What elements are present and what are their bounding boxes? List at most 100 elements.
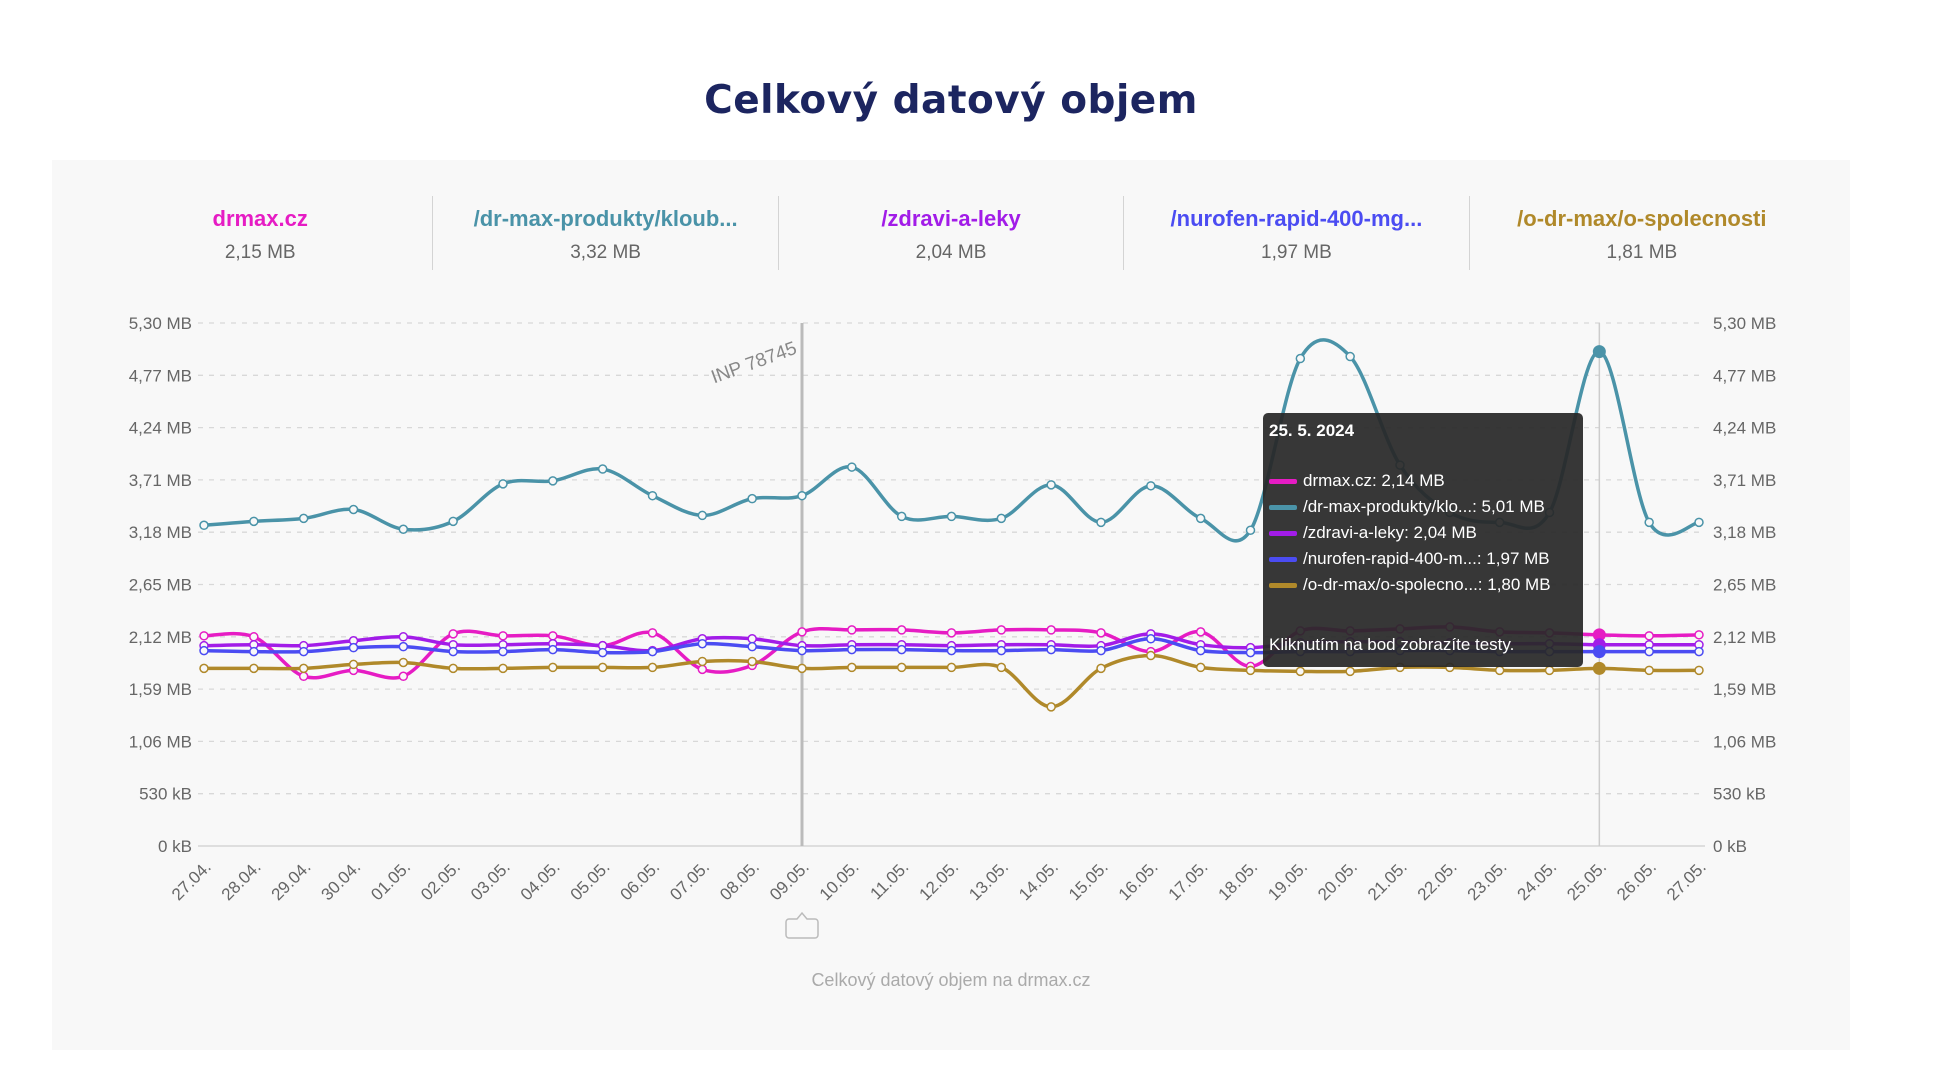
legend-item-kloub[interactable]: /dr-max-produkty/kloub... 3,32 MB — [432, 196, 777, 270]
tooltip-hint: Kliknutím na bod zobrazíte testy. — [1269, 635, 1515, 654]
tooltip-row: /dr-max-produkty/klo...: 5,01 MB — [1269, 497, 1545, 517]
x-tick-label: 08.05. — [716, 857, 763, 904]
legend-name[interactable]: drmax.cz — [212, 206, 308, 231]
legend-item-spolecnost[interactable]: /o-dr-max/o-spolecnosti 1,81 MB — [1468, 196, 1814, 270]
data-point — [1146, 634, 1156, 644]
data-point — [448, 663, 458, 674]
data-point — [498, 646, 508, 657]
data-point — [1544, 665, 1555, 676]
legend-name[interactable]: /dr-max-produkty/kloub... — [473, 206, 738, 231]
data-point — [1195, 662, 1206, 673]
data-point — [647, 628, 658, 638]
data-point — [1295, 353, 1306, 364]
x-tick-label: 16.05. — [1115, 857, 1162, 904]
data-point — [1046, 702, 1056, 712]
data-point-active — [1592, 345, 1606, 359]
data-point — [1146, 481, 1156, 491]
x-tick-label: 01.05. — [367, 857, 414, 904]
data-point — [747, 634, 757, 644]
data-point — [1345, 351, 1355, 362]
y-tick-label-right: 0 kB — [1713, 837, 1747, 856]
legend-item-drmax[interactable]: drmax.cz 2,15 MB — [88, 196, 432, 270]
tooltip-row: drmax.cz: 2,14 MB — [1269, 471, 1445, 491]
legend-name[interactable]: /nurofen-rapid-400-mg... — [1170, 206, 1423, 231]
x-tick-label: 03.05. — [467, 857, 514, 904]
y-tick-label-right: 3,18 MB — [1713, 523, 1776, 542]
data-point — [498, 663, 508, 674]
data-point — [1245, 525, 1256, 535]
legend-name[interactable]: /o-dr-max/o-spolecnosti — [1517, 206, 1767, 231]
chart-panel: drmax.cz 2,15 MB /dr-max-produkty/kloub.… — [52, 160, 1850, 1050]
y-tick-label-right: 1,06 MB — [1713, 732, 1776, 751]
data-point — [797, 663, 807, 674]
data-point — [896, 644, 907, 655]
data-point — [697, 664, 708, 675]
data-point — [1096, 645, 1106, 656]
legend-value: 2,15 MB — [224, 242, 296, 263]
data-point — [199, 645, 209, 656]
data-point — [946, 645, 957, 656]
x-tick-label: 13.05. — [965, 857, 1012, 904]
data-point-active — [1592, 645, 1606, 659]
data-point-active — [1592, 661, 1606, 675]
data-point — [548, 631, 558, 641]
data-point — [548, 662, 558, 673]
legend-item-zdravi[interactable]: /zdravi-a-leky 2,04 MB — [777, 196, 1123, 270]
tooltip-row-label: /dr-max-produkty/klo...: 5,01 MB — [1303, 497, 1545, 516]
data-point — [548, 476, 558, 486]
data-point — [1345, 666, 1355, 677]
data-point — [298, 663, 309, 674]
y-tick-label-left: 1,59 MB — [129, 680, 192, 699]
x-tick-label: 26.05. — [1613, 857, 1660, 904]
x-tick-label: 30.04. — [317, 857, 364, 904]
data-point — [348, 659, 359, 670]
data-point — [697, 638, 708, 649]
data-point — [498, 479, 508, 489]
x-tick-label: 04.05. — [517, 857, 564, 904]
data-point — [747, 656, 757, 667]
x-tick-label: 14.05. — [1015, 857, 1062, 904]
y-tick-label-right: 4,77 MB — [1713, 366, 1776, 385]
x-tick-label: 05.05. — [567, 857, 614, 904]
y-tick-label-right: 5,30 MB — [1713, 314, 1776, 333]
data-point — [199, 520, 209, 531]
data-point — [1644, 517, 1654, 528]
data-point — [498, 631, 508, 641]
x-tick-label: 23.05. — [1464, 857, 1511, 904]
legend-item-nurofen[interactable]: /nurofen-rapid-400-mg... 1,97 MB — [1123, 196, 1468, 270]
data-point — [298, 513, 309, 524]
x-tick-label: 12.05. — [915, 857, 962, 904]
data-point — [797, 645, 807, 656]
data-point — [996, 662, 1007, 673]
data-point — [896, 662, 907, 673]
data-point — [996, 625, 1007, 635]
y-tick-label-left: 3,71 MB — [129, 471, 192, 490]
tooltip-date: 25. 5. 2024 — [1269, 421, 1355, 440]
data-point — [1046, 480, 1056, 490]
data-point — [199, 631, 209, 641]
legend-name[interactable]: /zdravi-a-leky — [881, 206, 1021, 231]
data-point — [896, 625, 907, 635]
y-tick-label-left: 1,06 MB — [129, 732, 192, 751]
data-point — [1195, 513, 1206, 524]
data-point — [896, 511, 907, 522]
x-tick-label: 29.04. — [268, 857, 315, 904]
data-point — [1195, 645, 1206, 656]
x-tick-label: 27.04. — [168, 857, 215, 904]
data-point — [847, 625, 857, 635]
data-point — [847, 662, 857, 673]
series-swatch — [1269, 530, 1297, 536]
data-point — [348, 504, 359, 515]
x-tick-label: 27.05. — [1663, 857, 1710, 904]
data-point — [847, 462, 857, 472]
x-tick-label: 25.05. — [1563, 857, 1610, 904]
data-point — [797, 627, 807, 637]
y-tick-label-left: 2,65 MB — [129, 576, 192, 595]
data-point — [1046, 644, 1056, 655]
x-tick-label: 21.05. — [1364, 857, 1411, 904]
data-point — [647, 646, 658, 657]
legend-value: 1,81 MB — [1606, 242, 1678, 263]
data-point — [1096, 663, 1106, 674]
x-tick-label: 15.05. — [1065, 857, 1112, 904]
x-tick-label: 20.05. — [1314, 857, 1361, 904]
